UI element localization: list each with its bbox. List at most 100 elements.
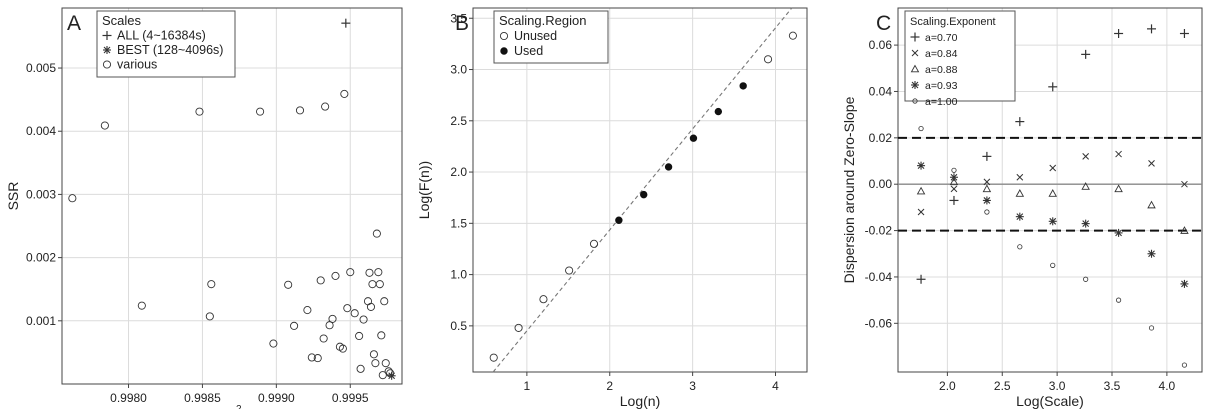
data-point bbox=[615, 216, 623, 224]
data-point bbox=[338, 344, 347, 353]
data-point bbox=[205, 312, 214, 321]
panel-a: 0.9980 0.9985 0.9990 0.9995 0.001 0.002 0.003 0… bbox=[5, 7, 403, 409]
y-tick-label: -0.02 bbox=[865, 224, 893, 238]
x-tick-label: 0.9980 bbox=[110, 391, 147, 405]
data-point bbox=[950, 185, 958, 193]
y-tick-label: 0.00 bbox=[869, 177, 893, 191]
data-point bbox=[951, 167, 957, 173]
data-point bbox=[341, 18, 351, 28]
data-point bbox=[328, 314, 337, 323]
data-point bbox=[1082, 153, 1090, 160]
data-point bbox=[366, 302, 376, 311]
legend-marker bbox=[102, 60, 112, 69]
data-point bbox=[290, 321, 299, 330]
data-point bbox=[1181, 180, 1188, 188]
series-1 bbox=[615, 82, 747, 224]
data-point bbox=[983, 178, 991, 186]
y-tick-label: 0.002 bbox=[26, 251, 56, 265]
x-tick-label: 2 bbox=[606, 379, 613, 393]
x-axis-label-superscript: 2 bbox=[236, 404, 242, 409]
legend-marker bbox=[103, 46, 111, 54]
data-point bbox=[1114, 184, 1123, 193]
x-tick-label: 3.0 bbox=[1049, 379, 1066, 393]
data-point bbox=[664, 163, 673, 171]
legend-marker bbox=[102, 31, 112, 40]
data-point bbox=[589, 239, 599, 248]
data-point bbox=[137, 301, 146, 310]
x-axis-label: R bbox=[221, 407, 232, 409]
data-point bbox=[949, 177, 959, 186]
data-point bbox=[374, 268, 383, 277]
data-point bbox=[1081, 219, 1090, 228]
series-0 bbox=[341, 18, 351, 28]
legend: Scaling.Exponent a=0.70 a=0.84 a=0.88 a=0.93… bbox=[904, 10, 1016, 108]
x-tick-label: 1 bbox=[524, 379, 531, 393]
data-point bbox=[1114, 29, 1124, 39]
data-point bbox=[1015, 117, 1025, 127]
fit-line bbox=[492, 7, 793, 373]
legend-label: a=0.70 bbox=[925, 32, 958, 44]
data-point bbox=[917, 208, 925, 216]
y-tick-label: 0.001 bbox=[26, 314, 56, 328]
y-tick-label: 0.004 bbox=[26, 124, 56, 138]
y-tick-label: 3.5 bbox=[450, 11, 467, 25]
data-point bbox=[256, 107, 265, 116]
data-point bbox=[284, 280, 293, 289]
y-tick-label: 2.0 bbox=[450, 165, 467, 179]
legend-marker bbox=[499, 31, 509, 41]
data-point bbox=[384, 367, 393, 376]
data-point bbox=[916, 274, 926, 284]
panel-letter: C bbox=[876, 12, 891, 35]
x-tick-label: 3.5 bbox=[1104, 379, 1121, 393]
data-point bbox=[763, 55, 773, 64]
legend-label: a=0.84 bbox=[925, 48, 958, 60]
data-point bbox=[319, 334, 328, 343]
legend-title: Scaling.Exponent bbox=[910, 16, 996, 28]
legend-label: various bbox=[117, 58, 157, 72]
data-point bbox=[375, 280, 384, 289]
legend-box bbox=[96, 10, 236, 78]
data-point bbox=[350, 309, 359, 318]
data-point bbox=[365, 268, 374, 277]
data-point bbox=[371, 359, 380, 368]
x-tick-label: 3 bbox=[689, 379, 696, 393]
legend-label: BEST (128~4096s) bbox=[117, 43, 223, 57]
data-point bbox=[331, 271, 340, 280]
y-tick-label: 0.06 bbox=[869, 38, 893, 52]
data-point bbox=[1050, 262, 1056, 268]
legend-label: ALL (4~16384s) bbox=[117, 29, 206, 43]
data-point bbox=[377, 331, 386, 340]
x-tick-label: 2.0 bbox=[939, 379, 956, 393]
data-point bbox=[916, 186, 926, 195]
data-point bbox=[356, 364, 365, 373]
data-point bbox=[1147, 249, 1156, 258]
data-point bbox=[739, 82, 747, 90]
y-tick-label: 0.5 bbox=[450, 319, 467, 333]
data-point bbox=[640, 190, 648, 199]
data-point bbox=[343, 304, 352, 313]
x-tick-label: 2.5 bbox=[994, 379, 1011, 393]
data-point bbox=[355, 331, 364, 341]
data-point bbox=[378, 371, 387, 380]
data-point bbox=[1115, 150, 1122, 158]
data-point bbox=[918, 125, 924, 132]
data-point bbox=[1015, 212, 1024, 221]
data-point bbox=[295, 106, 305, 115]
legend-box bbox=[904, 10, 1016, 102]
data-point bbox=[1083, 276, 1089, 282]
legend-marker bbox=[911, 81, 919, 89]
data-point bbox=[1148, 325, 1155, 331]
data-point bbox=[714, 107, 723, 116]
data-point bbox=[984, 209, 990, 215]
data-point bbox=[1048, 217, 1057, 226]
data-point bbox=[1147, 200, 1156, 209]
data-point bbox=[381, 359, 390, 368]
data-point bbox=[1048, 189, 1058, 197]
plot-frame bbox=[897, 7, 1203, 373]
series-2 bbox=[916, 177, 1189, 234]
legend-title: Scales bbox=[102, 13, 142, 28]
legend-title: Scaling.Region bbox=[499, 13, 586, 28]
data-point bbox=[489, 353, 498, 362]
series-2 bbox=[68, 89, 395, 380]
y-tick-label: 1.5 bbox=[450, 216, 467, 230]
